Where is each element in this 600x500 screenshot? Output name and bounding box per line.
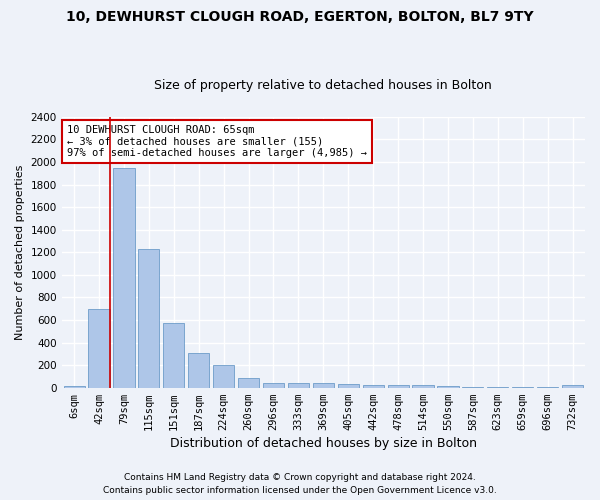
Bar [188,354,209,388]
X-axis label: Distribution of detached houses by size in Bolton: Distribution of detached houses by size … [170,437,477,450]
Bar [64,386,85,388]
Bar [462,386,484,388]
Bar [362,385,384,388]
Bar [338,384,359,388]
Bar [512,387,533,388]
Bar [238,378,259,388]
Bar [437,386,458,388]
Y-axis label: Number of detached properties: Number of detached properties [15,164,25,340]
Bar [163,323,184,388]
Bar [412,386,434,388]
Bar [263,382,284,388]
Text: 10, DEWHURST CLOUGH ROAD, EGERTON, BOLTON, BL7 9TY: 10, DEWHURST CLOUGH ROAD, EGERTON, BOLTO… [66,10,534,24]
Bar [562,386,583,388]
Bar [288,383,309,388]
Bar [487,386,508,388]
Bar [388,385,409,388]
Bar [213,365,234,388]
Bar [537,387,558,388]
Bar [88,308,110,388]
Bar [313,383,334,388]
Bar [138,249,160,388]
Title: Size of property relative to detached houses in Bolton: Size of property relative to detached ho… [154,79,492,92]
Text: Contains HM Land Registry data © Crown copyright and database right 2024.
Contai: Contains HM Land Registry data © Crown c… [103,474,497,495]
Bar [113,168,134,388]
Text: 10 DEWHURST CLOUGH ROAD: 65sqm
← 3% of detached houses are smaller (155)
97% of : 10 DEWHURST CLOUGH ROAD: 65sqm ← 3% of d… [67,125,367,158]
